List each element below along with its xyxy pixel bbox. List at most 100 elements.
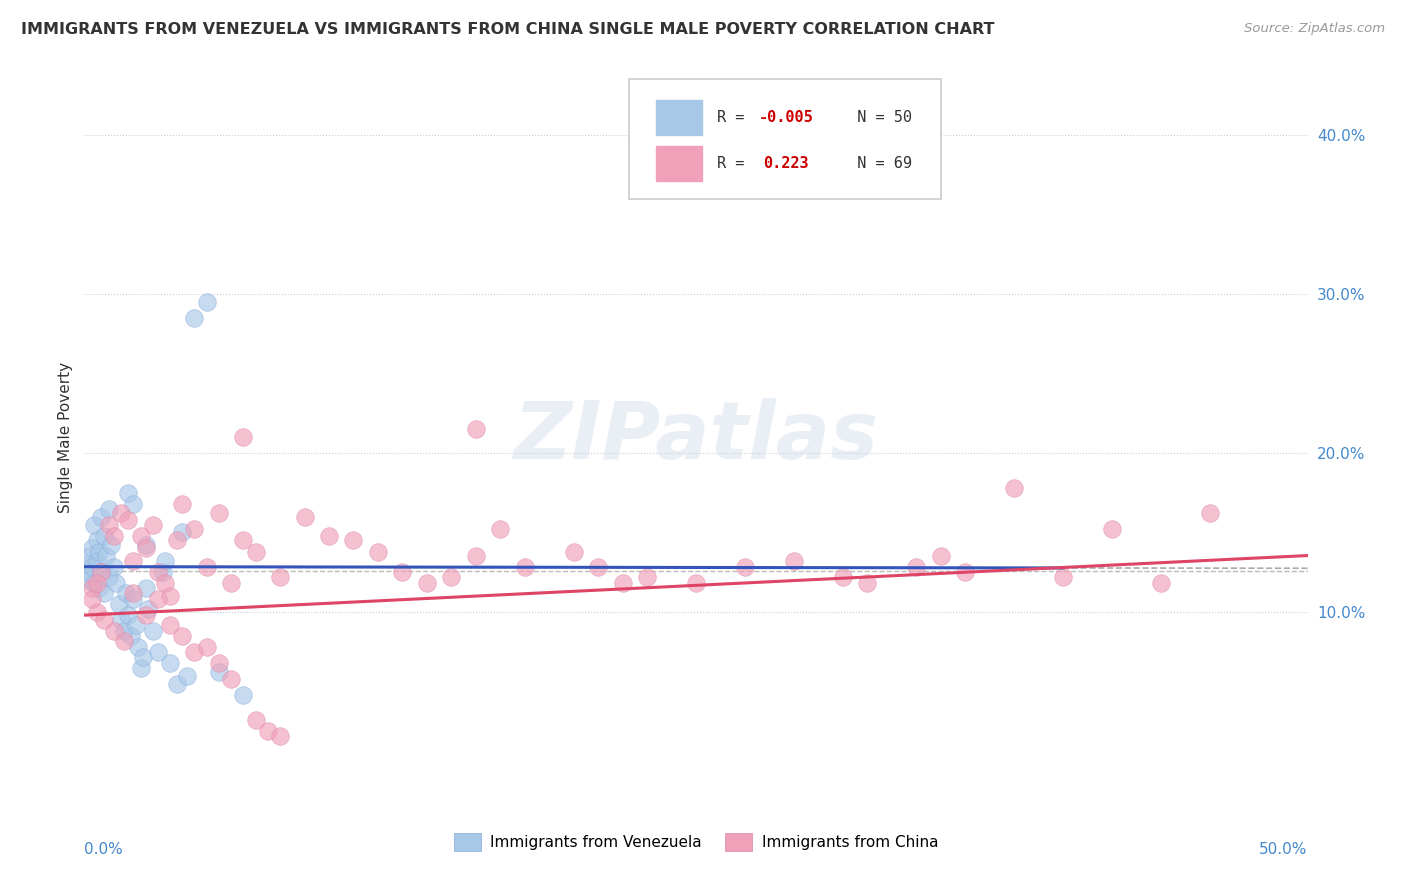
Point [391, 566, 413, 580]
Point [100, 538, 122, 552]
Text: IMMIGRANTS FROM VENEZUELA VS IMMIGRANTS FROM CHINA SINGLE MALE POVERTY CORRELATI: IMMIGRANTS FROM VENEZUELA VS IMMIGRANTS … [21, 22, 994, 37]
Point [87, 544, 110, 558]
Point [86, 605, 108, 619]
Point [905, 560, 928, 574]
Point [562, 544, 585, 558]
Point [77, 549, 100, 564]
Point [83, 517, 105, 532]
Point [93, 586, 115, 600]
Point [90, 509, 112, 524]
Point [129, 660, 152, 674]
Point [1150, 576, 1173, 591]
Point [269, 570, 291, 584]
Point [146, 592, 169, 607]
Point [195, 640, 218, 654]
Point [153, 554, 176, 568]
Point [122, 497, 145, 511]
Point [153, 576, 176, 591]
Point [245, 713, 267, 727]
Point [208, 507, 231, 521]
Point [120, 629, 142, 643]
Point [117, 608, 139, 623]
Point [152, 566, 174, 580]
Point [232, 533, 254, 548]
Point [110, 507, 132, 521]
Point [159, 617, 181, 632]
Point [318, 529, 340, 543]
Point [146, 566, 169, 580]
Point [112, 624, 135, 638]
Point [183, 522, 205, 536]
Point [219, 576, 242, 591]
Text: N = 50: N = 50 [839, 110, 912, 125]
Point [159, 656, 181, 670]
Point [90, 566, 112, 580]
Bar [655, 100, 702, 135]
Point [125, 617, 148, 632]
Point [195, 560, 218, 574]
Point [257, 724, 280, 739]
Point [105, 576, 128, 591]
Point [107, 597, 129, 611]
FancyBboxPatch shape [628, 78, 941, 200]
Point [1002, 481, 1025, 495]
Point [76, 566, 98, 580]
Point [93, 529, 115, 543]
Point [93, 613, 115, 627]
Point [97, 501, 120, 516]
Point [183, 645, 205, 659]
Text: R =: R = [717, 156, 762, 171]
Point [172, 497, 194, 511]
Point [245, 544, 267, 558]
Point [135, 538, 157, 552]
Point [97, 517, 120, 532]
Point [159, 589, 181, 603]
Point [122, 554, 145, 568]
Point [146, 645, 169, 659]
Point [489, 522, 512, 536]
Point [342, 533, 364, 548]
Point [115, 586, 138, 600]
Point [232, 688, 254, 702]
Point [856, 576, 879, 591]
Point [416, 576, 439, 591]
Point [208, 656, 231, 670]
Point [135, 541, 157, 556]
Point [122, 586, 145, 600]
Point [86, 554, 108, 568]
Legend: Immigrants from Venezuela, Immigrants from China: Immigrants from Venezuela, Immigrants fr… [447, 827, 945, 857]
Point [77, 573, 100, 587]
Point [132, 649, 155, 664]
Point [783, 554, 806, 568]
Text: 50.0%: 50.0% [1260, 842, 1308, 856]
Point [83, 576, 105, 591]
Point [232, 430, 254, 444]
Point [103, 560, 125, 574]
Point [464, 549, 486, 564]
Point [136, 602, 159, 616]
Point [110, 613, 132, 627]
Point [129, 529, 152, 543]
Point [87, 581, 110, 595]
Point [80, 592, 103, 607]
Text: 0.0%: 0.0% [84, 842, 124, 856]
Point [103, 624, 125, 638]
Point [86, 533, 108, 548]
Point [183, 310, 205, 325]
Point [97, 570, 120, 584]
Point [219, 672, 242, 686]
Point [166, 533, 188, 548]
Point [135, 581, 157, 595]
Text: Source: ZipAtlas.com: Source: ZipAtlas.com [1244, 22, 1385, 36]
Point [166, 676, 188, 690]
Point [464, 422, 486, 436]
Point [1052, 570, 1074, 584]
Point [440, 570, 463, 584]
Point [586, 560, 609, 574]
Point [80, 541, 103, 556]
Point [172, 629, 194, 643]
Point [112, 633, 135, 648]
Point [685, 576, 707, 591]
Point [103, 529, 125, 543]
Point [122, 592, 145, 607]
